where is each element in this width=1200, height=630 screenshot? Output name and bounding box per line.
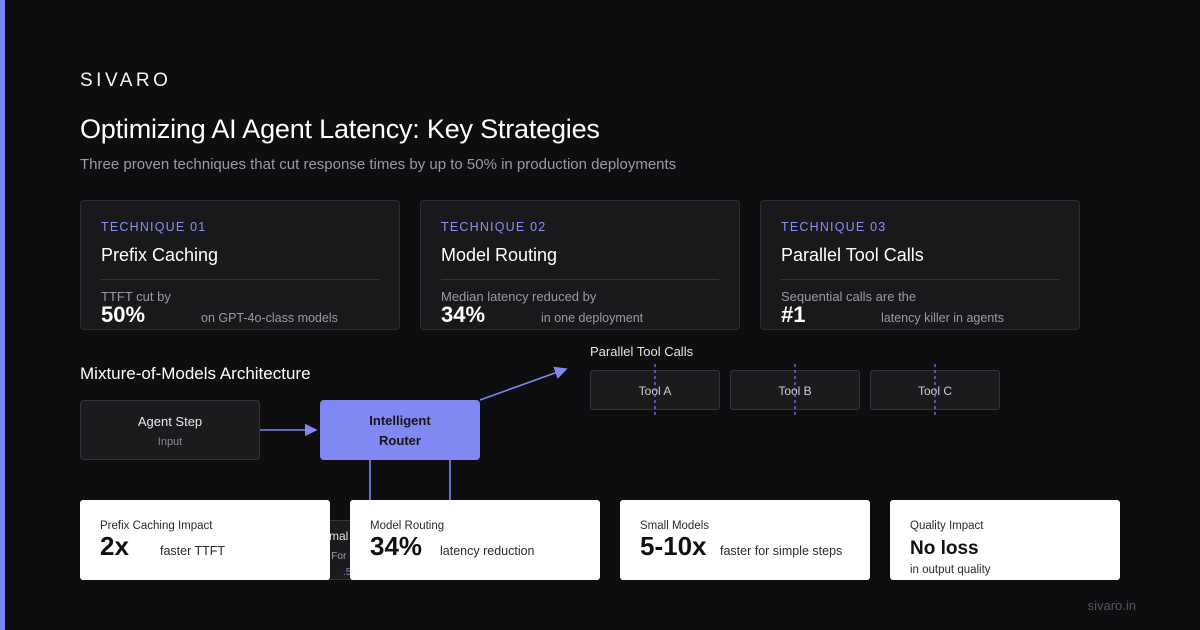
technique-divider	[101, 279, 379, 280]
technique-card-parallel-tool-calls: TECHNIQUE 03 Parallel Tool Calls Sequent…	[760, 200, 1080, 330]
technique-note: in one deployment	[541, 311, 644, 325]
stat-value: 5-10x	[640, 531, 707, 561]
stat-note: latency reduction	[440, 544, 535, 558]
stat-note: faster for simple steps	[720, 544, 843, 558]
technique-name: Model Routing	[441, 245, 558, 265]
stat-value: 2x	[100, 531, 129, 561]
parallel-tool-calls-label: Parallel Tool Calls	[590, 344, 694, 359]
technique-description: Median latency reduced by	[441, 289, 597, 304]
stat-card-quality-impact: Quality Impact No loss in output quality	[890, 500, 1120, 580]
stat-note: faster TTFT	[160, 544, 226, 558]
stat-value: 34%	[370, 531, 423, 561]
page-subtitle: Three proven techniques that cut respons…	[80, 156, 677, 173]
technique-name: Parallel Tool Calls	[781, 245, 924, 265]
technique-kicker: TECHNIQUE 01	[101, 220, 207, 234]
brand-logo: SIVARO	[80, 70, 172, 91]
technique-stat: #1	[781, 302, 806, 327]
technique-card-model-routing: TECHNIQUE 02 Model Routing Median latenc…	[420, 200, 740, 330]
router-node: Intelligent Router	[320, 400, 480, 460]
accent-bar	[0, 0, 5, 630]
router-to-tools-arrow	[479, 366, 568, 401]
technique-description: TTFT cut by	[101, 289, 171, 304]
stat-label: Small Models	[640, 520, 710, 532]
technique-divider	[781, 279, 1059, 280]
technique-divider	[441, 279, 719, 280]
technique-note: latency killer in agents	[881, 311, 1004, 325]
stat-label: Prefix Caching Impact	[100, 520, 213, 532]
technique-stat: 34%	[441, 302, 486, 327]
technique-kicker: TECHNIQUE 03	[781, 220, 887, 234]
agent-step-node: Agent Step Input	[80, 400, 260, 460]
router-label-line2: Router	[379, 433, 421, 448]
technique-card-prefix-caching: TECHNIQUE 01 Prefix Caching TTFT cut by …	[80, 200, 400, 330]
stat-note: in output quality	[910, 564, 991, 576]
small-model-label: mal	[329, 529, 349, 543]
small-model-hint: .5	[343, 567, 352, 578]
technique-name: Prefix Caching	[101, 245, 219, 265]
stat-label: Quality Impact	[910, 520, 984, 532]
page-title: Optimizing AI Agent Latency: Key Strateg…	[80, 114, 600, 144]
technique-stat: 50%	[101, 302, 146, 327]
technique-description: Sequential calls are the	[781, 289, 917, 304]
stat-label: Model Routing	[370, 520, 445, 532]
technique-note: on GPT-4o-class models	[201, 311, 338, 325]
agent-step-sub: Input	[157, 436, 183, 448]
small-model-sub: • For	[325, 551, 347, 562]
router-label-line1: Intelligent	[369, 413, 431, 428]
footer-url: sivaro.in	[1087, 598, 1136, 613]
stat-value: No loss	[910, 538, 979, 559]
architecture-title: Mixture-of-Models Architecture	[80, 364, 311, 383]
stat-card-model-routing: Model Routing 34% latency reduction	[350, 500, 600, 580]
stat-card-small-models: Small Models 5-10x faster for simple ste…	[620, 500, 870, 580]
technique-kicker: TECHNIQUE 02	[441, 220, 547, 234]
stat-card-prefix-caching: Prefix Caching Impact 2x faster TTFT	[80, 500, 330, 580]
agent-step-label: Agent Step	[137, 414, 203, 429]
